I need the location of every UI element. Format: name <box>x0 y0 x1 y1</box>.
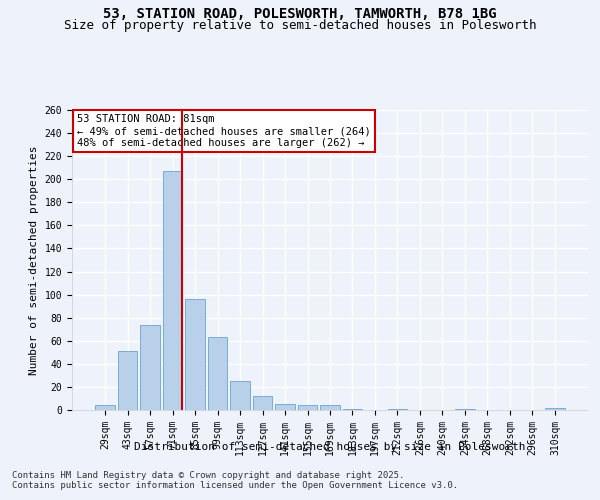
Bar <box>118 351 137 410</box>
Bar <box>253 396 272 410</box>
Text: 53, STATION ROAD, POLESWORTH, TAMWORTH, B78 1BG: 53, STATION ROAD, POLESWORTH, TAMWORTH, … <box>103 8 497 22</box>
Bar <box>185 299 205 410</box>
Bar <box>208 338 227 410</box>
Bar <box>298 406 317 410</box>
Bar <box>320 406 340 410</box>
Bar <box>275 404 295 410</box>
Y-axis label: Number of semi-detached properties: Number of semi-detached properties <box>29 145 39 375</box>
Text: Distribution of semi-detached houses by size in Polesworth: Distribution of semi-detached houses by … <box>134 442 526 452</box>
Bar <box>455 409 475 410</box>
Bar <box>140 324 160 410</box>
Bar <box>545 408 565 410</box>
Bar <box>388 409 407 410</box>
Bar <box>343 409 362 410</box>
Bar <box>163 171 182 410</box>
Text: 53 STATION ROAD: 81sqm
← 49% of semi-detached houses are smaller (264)
48% of se: 53 STATION ROAD: 81sqm ← 49% of semi-det… <box>77 114 371 148</box>
Bar <box>230 381 250 410</box>
Text: Contains HM Land Registry data © Crown copyright and database right 2025.: Contains HM Land Registry data © Crown c… <box>12 471 404 480</box>
Bar <box>95 406 115 410</box>
Text: Contains public sector information licensed under the Open Government Licence v3: Contains public sector information licen… <box>12 481 458 490</box>
Text: Size of property relative to semi-detached houses in Polesworth: Size of property relative to semi-detach… <box>64 18 536 32</box>
